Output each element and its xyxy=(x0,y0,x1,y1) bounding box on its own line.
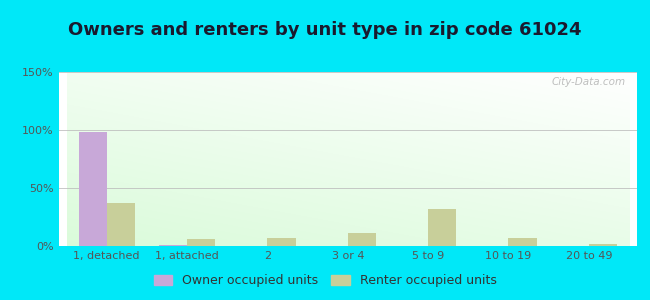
Bar xyxy=(348,233,376,246)
Bar xyxy=(589,244,617,246)
Bar xyxy=(187,239,215,246)
Text: City-Data.com: City-Data.com xyxy=(551,77,625,87)
Bar xyxy=(107,203,135,246)
Bar xyxy=(267,238,296,246)
Legend: Owner occupied units, Renter occupied units: Owner occupied units, Renter occupied un… xyxy=(150,270,500,291)
Bar xyxy=(159,245,187,246)
Bar xyxy=(79,132,107,246)
Text: Owners and renters by unit type in zip code 61024: Owners and renters by unit type in zip c… xyxy=(68,21,582,39)
Bar xyxy=(428,209,456,246)
Bar xyxy=(508,238,536,246)
